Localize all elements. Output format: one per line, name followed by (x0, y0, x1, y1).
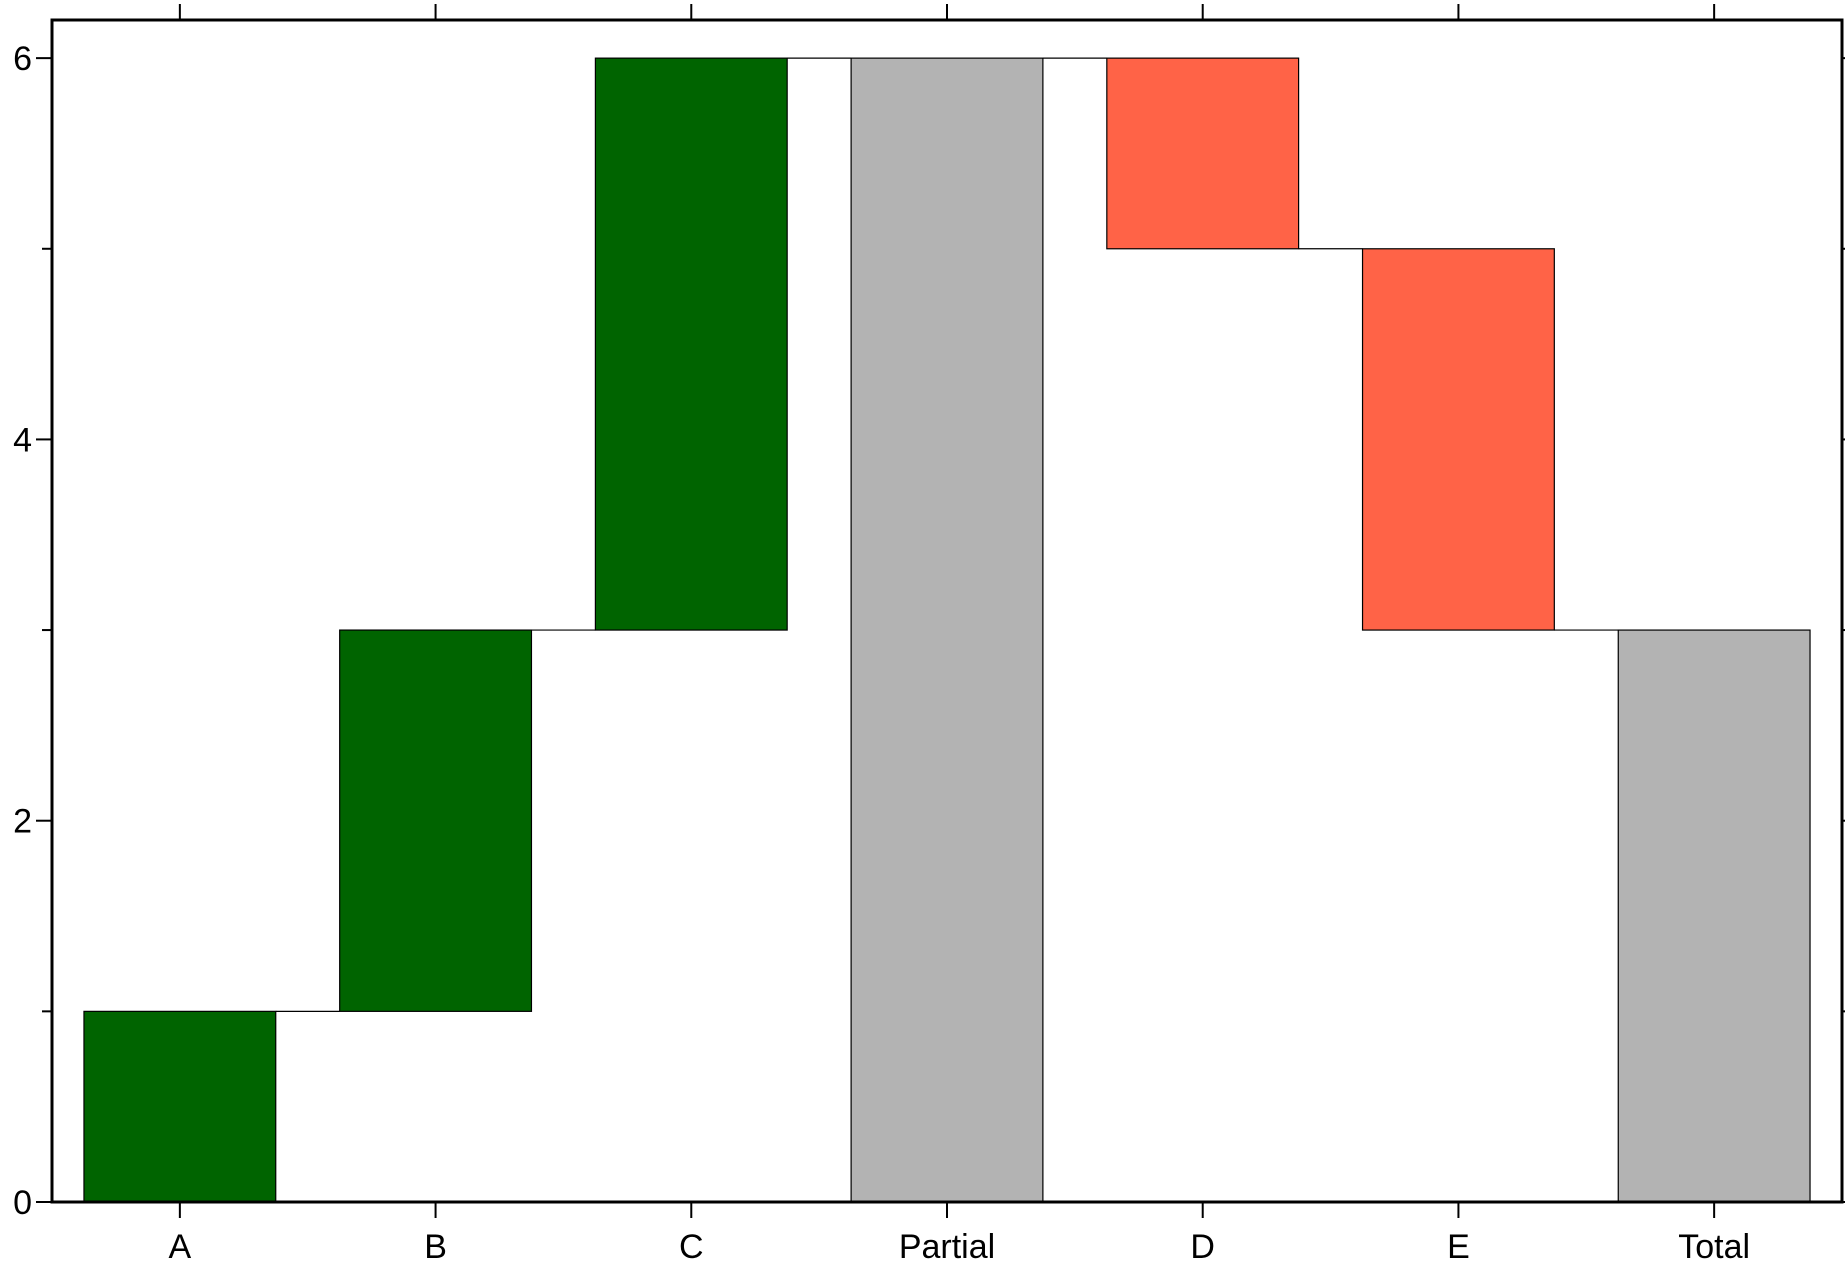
bar-a (83, 1010, 277, 1203)
connectors-layer (275, 57, 1619, 1012)
labels-layer: A B C Partial D E Total 0 2 4 6 (13, 40, 1750, 1263)
bar-b (339, 629, 533, 1012)
x-tick-label: C (679, 1228, 704, 1263)
bar-d (1106, 57, 1300, 250)
ticks-layer (36, 4, 1845, 1218)
bar-e (1361, 248, 1555, 631)
bar-c (594, 57, 788, 631)
bars-layer (83, 57, 1811, 1203)
x-tick-label: B (424, 1228, 447, 1263)
bar-total (1617, 629, 1811, 1203)
y-tick-label: 0 (13, 1184, 32, 1222)
x-tick-label: E (1447, 1228, 1470, 1263)
x-tick-label: D (1190, 1228, 1215, 1263)
bar-partial (850, 57, 1044, 1203)
y-tick-label: 6 (13, 40, 32, 78)
y-tick-label: 2 (13, 803, 32, 841)
x-tick-label: A (169, 1228, 192, 1263)
x-tick-label: Partial (899, 1228, 995, 1263)
y-tick-label: 4 (13, 421, 32, 459)
x-tick-label: Total (1678, 1228, 1750, 1263)
plot-frame (50, 18, 1844, 1204)
